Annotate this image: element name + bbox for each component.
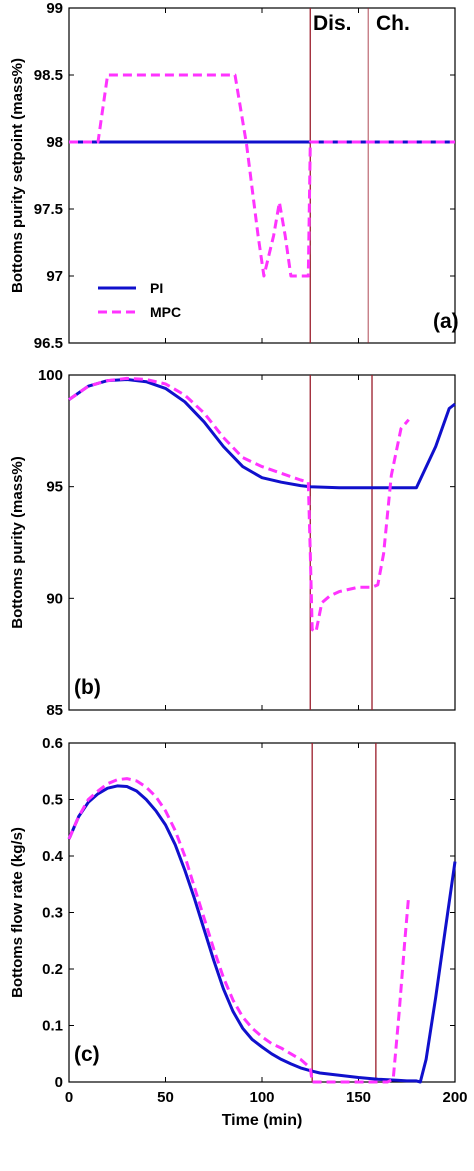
series-line-mpc [67, 777, 411, 1084]
y-axis-label: Bottoms flow rate (kg/s) [9, 827, 26, 998]
panel-label: (c) [74, 1043, 100, 1066]
event-annotation: Ch. [376, 12, 410, 35]
y-tick-label: 0 [55, 1074, 63, 1091]
y-tick-label: 0.4 [42, 848, 64, 865]
y-axis-label: Bottoms purity setpoint (mass%) [9, 58, 26, 293]
y-tick-label: 96.5 [34, 335, 63, 352]
x-tick-label: 100 [249, 1089, 274, 1106]
x-axis-label: Time (min) [222, 1112, 303, 1129]
y-tick-label: 98 [46, 134, 63, 151]
x-tick-label: 0 [65, 1089, 73, 1106]
series-line-mpc [69, 73, 455, 278]
y-tick-label: 97 [46, 268, 63, 285]
y-tick-label: 85 [46, 702, 63, 719]
y-tick-label: 90 [46, 590, 63, 607]
cropped-caption [0, 1146, 474, 1166]
chart-panel-1: 96.5 97 97.5 98 98.5 99 Bottoms purity setpoin… [9, 0, 459, 352]
x-tick-label: 200 [442, 1089, 467, 1106]
y-tick-label: 0.5 [42, 792, 63, 809]
legend: PI MPC [98, 280, 181, 320]
y-tick-label: 100 [38, 367, 63, 384]
legend-label: PI [150, 280, 163, 296]
y-tick-label: 97.5 [34, 201, 63, 218]
y-axis-label: Bottoms purity (mass%) [9, 456, 26, 629]
y-tick-label: 99 [46, 0, 63, 17]
series-line-mpc [68, 376, 410, 634]
chart-panel-3: 0 0.1 0.2 0.3 0.4 0.5 0.6 0 50 100 150 200 Bottoms f… [9, 735, 468, 1129]
y-tick-label: 98.5 [34, 67, 63, 84]
axes-box [68, 374, 456, 711]
panel-label: (b) [74, 676, 101, 699]
event-annotation: Dis. [313, 12, 352, 35]
chart-panel-2: 85 90 95 100 Bottoms purity (mass%) (b) [9, 367, 456, 719]
legend-label: MPC [150, 304, 181, 320]
x-tick-label: 150 [346, 1089, 371, 1106]
y-tick-label: 95 [46, 479, 63, 496]
y-tick-label: 0.1 [42, 1018, 63, 1035]
y-tick-label: 0.2 [42, 961, 63, 978]
y-tick-label: 0.3 [42, 905, 63, 922]
axes-box [68, 7, 456, 344]
series-line-pi [67, 784, 457, 1084]
x-tick-label: 50 [157, 1089, 174, 1106]
y-tick-label: 0.6 [42, 735, 63, 752]
panel-label: (a) [433, 310, 459, 333]
series-line-pi [68, 378, 456, 490]
